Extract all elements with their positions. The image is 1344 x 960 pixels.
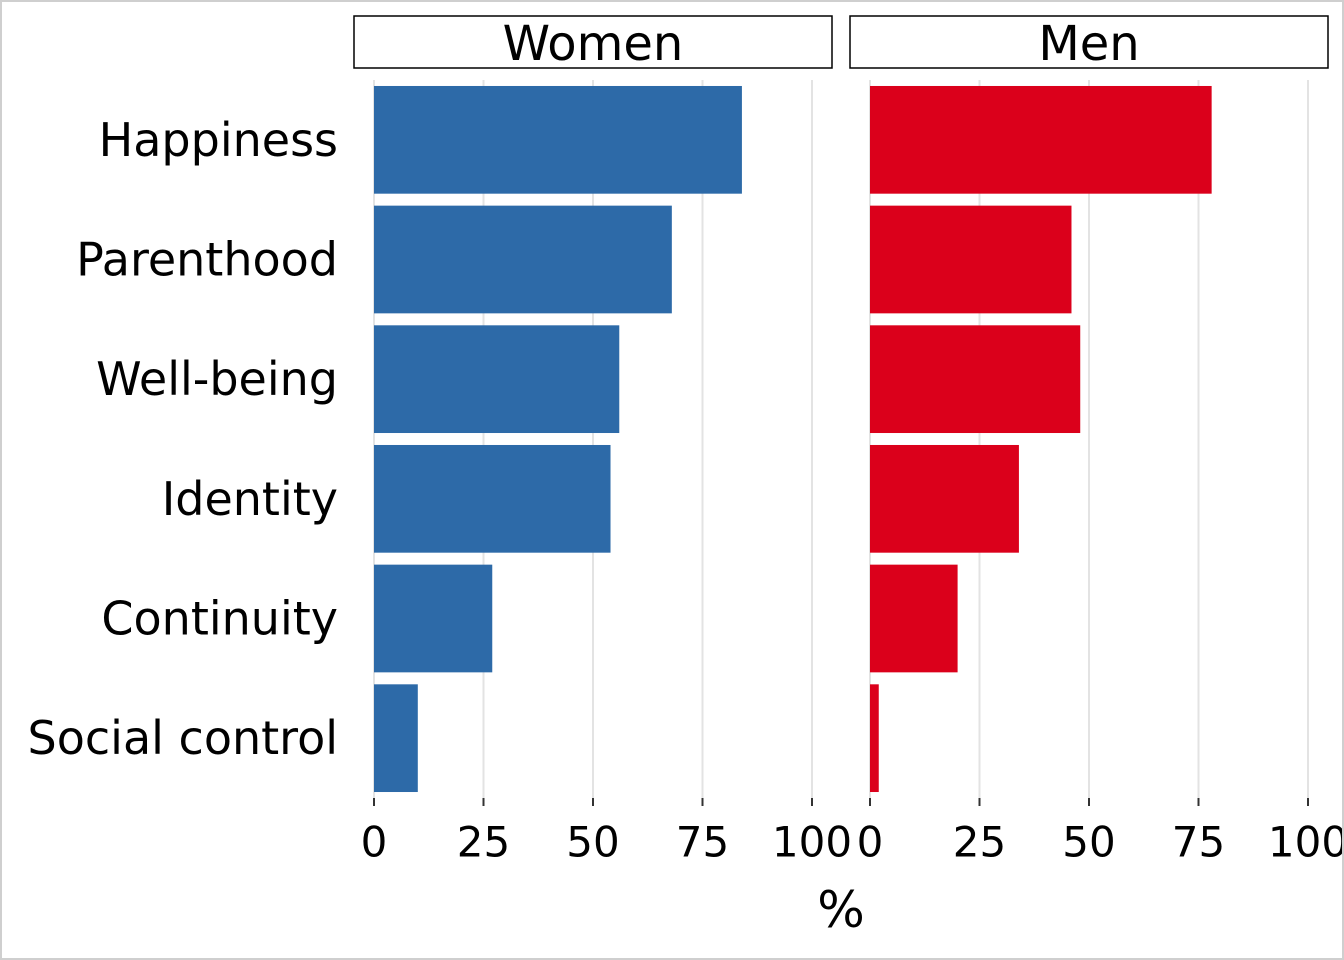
x-tick-label: 25 (953, 818, 1006, 867)
bar-women-continuity (374, 564, 493, 673)
bar-women-well-being (374, 325, 620, 434)
x-tick-label: 75 (676, 818, 729, 867)
bar-men-identity (870, 444, 1019, 553)
bar-women-parenthood (374, 205, 672, 314)
category-label: Continuity (101, 592, 338, 646)
bar-men-well-being (870, 325, 1081, 434)
facet-strip-0 (353, 15, 833, 69)
x-tick-label: 0 (361, 818, 388, 867)
x-tick-label: 0 (857, 818, 884, 867)
x-axis-title: % (817, 881, 865, 939)
category-label: Social control (28, 711, 338, 765)
bar-women-social-control (374, 684, 418, 793)
bar-men-happiness (870, 85, 1212, 194)
category-label: Happiness (99, 113, 338, 167)
category-label: Identity (162, 472, 338, 526)
bar-women-happiness (374, 85, 742, 194)
x-tick-label: 50 (1062, 818, 1115, 867)
x-tick-label: 25 (457, 818, 510, 867)
bar-men-social-control (870, 684, 879, 793)
facet-strip-label: Women (503, 16, 684, 72)
category-label: Well-being (96, 352, 338, 406)
bar-men-parenthood (870, 205, 1072, 314)
facet-strip-label: Men (1038, 16, 1139, 72)
x-tick-label: 50 (566, 818, 619, 867)
x-tick-label: 100 (1268, 818, 1342, 867)
x-tick-label: 75 (1172, 818, 1225, 867)
bar-women-identity (374, 444, 611, 553)
x-tick-label: 100 (772, 818, 852, 867)
category-label: Parenthood (76, 233, 338, 287)
facet-strip-1 (849, 15, 1329, 69)
bar-men-continuity (870, 564, 958, 673)
